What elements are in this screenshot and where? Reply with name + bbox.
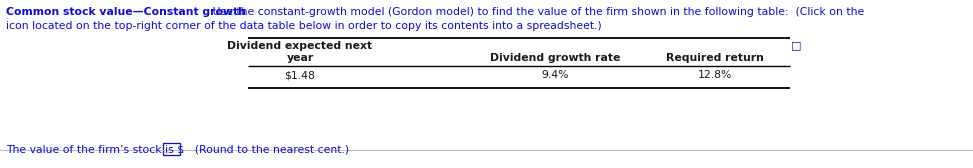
Text: □: □ xyxy=(791,40,802,50)
Text: Dividend expected next: Dividend expected next xyxy=(228,41,373,51)
Text: .   (Round to the nearest cent.): . (Round to the nearest cent.) xyxy=(181,144,349,154)
Text: 9.4%: 9.4% xyxy=(541,70,569,80)
Text: Required return: Required return xyxy=(667,53,764,63)
Text: icon located on the top-right corner of the data table below in order to copy it: icon located on the top-right corner of … xyxy=(6,21,601,31)
Text: 12.8%: 12.8% xyxy=(698,70,733,80)
Text: $1.48: $1.48 xyxy=(284,70,315,80)
Bar xyxy=(163,143,180,155)
Text: The value of the firm’s stock is $: The value of the firm’s stock is $ xyxy=(6,144,184,154)
Text: Use the constant-growth model (Gordon model) to find the value of the firm shown: Use the constant-growth model (Gordon mo… xyxy=(202,7,864,17)
Text: Common stock value—Constant growth: Common stock value—Constant growth xyxy=(6,7,246,17)
Text: year: year xyxy=(286,53,313,63)
Text: Dividend growth rate: Dividend growth rate xyxy=(489,53,620,63)
